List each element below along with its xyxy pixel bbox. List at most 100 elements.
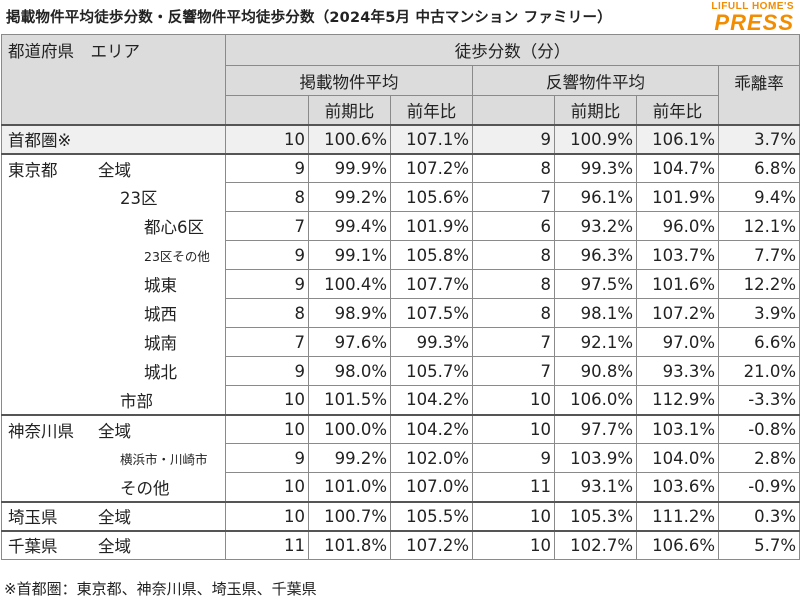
cell-divergence: 12.2% [717, 269, 800, 299]
cell-response-yoy: 103.7% [636, 240, 719, 270]
table-row: 埼玉県 全域 10 100.7% 105.5% 10 105.3% 111.2% 0.3% [1, 500, 800, 531]
cell-divergence: -3.3% [717, 385, 800, 415]
cell-response-minutes: 6 [472, 211, 555, 241]
cell-response-minutes: 11 [472, 472, 555, 502]
cell-listed-minutes: 10 [225, 413, 309, 444]
row-label: 城西 [1, 298, 226, 328]
row-label: その他 [1, 472, 226, 502]
cell-response-mom: 97.7% [554, 413, 637, 444]
cell-listed-yoy: 102.0% [390, 443, 473, 473]
cell-response-minutes: 10 [472, 385, 555, 415]
row-label: 都心6区 [1, 211, 226, 241]
table-row: 城南 7 97.6% 99.3% 7 92.1% 97.0% 6.6% [1, 327, 800, 357]
cell-response-yoy: 101.6% [636, 269, 719, 299]
cell-response-mom: 96.1% [554, 182, 637, 212]
row-prefecture: 東京都 [8, 160, 58, 180]
cell-listed-mom: 100.4% [308, 269, 391, 299]
header-response: 反響物件平均 [472, 65, 719, 96]
header-listed: 掲載物件平均 [225, 65, 473, 96]
cell-response-minutes: 9 [472, 443, 555, 473]
row-area: 全域 [98, 537, 131, 557]
cell-listed-mom: 98.9% [308, 298, 391, 328]
cell-response-minutes: 7 [472, 182, 555, 212]
row-area: 横浜市・川崎市 [120, 451, 208, 467]
cell-response-yoy: 104.0% [636, 443, 719, 473]
header-response-yoy: 前年比 [636, 95, 719, 125]
table-row: 都心6区 7 99.4% 101.9% 6 93.2% 96.0% 12.1% [1, 211, 800, 241]
table-row: 城北 9 98.0% 105.7% 7 90.8% 93.3% 21.0% [1, 356, 800, 386]
cell-divergence: 0.3% [717, 500, 800, 531]
row-label: 23区 [1, 182, 226, 212]
cell-response-yoy: 103.1% [636, 413, 719, 444]
cell-response-mom: 90.8% [554, 356, 637, 386]
cell-listed-mom: 100.0% [308, 413, 391, 444]
cell-listed-mom: 101.0% [308, 472, 391, 502]
row-label: 城北 [1, 356, 226, 386]
cell-response-yoy: 103.6% [636, 472, 719, 502]
row-prefecture: 神奈川県 [8, 421, 74, 441]
row-area: 城南 [144, 334, 177, 353]
row-area: 城西 [144, 305, 177, 324]
row-label: 千葉県 全域 [1, 529, 226, 560]
row-label: 23区その他 [1, 240, 226, 270]
cell-listed-mom: 99.2% [308, 182, 391, 212]
cell-listed-minutes: 10 [225, 500, 309, 531]
cell-listed-mom: 100.7% [308, 500, 391, 531]
cell-listed-yoy: 105.7% [390, 356, 473, 386]
row-label: 城東 [1, 269, 226, 299]
logo-main-text: PRESS [714, 10, 794, 35]
cell-divergence: -0.8% [717, 413, 800, 444]
header-divergence: 乖離率 [717, 65, 800, 125]
cell-listed-mom: 99.1% [308, 240, 391, 270]
cell-listed-mom: 101.8% [308, 529, 391, 560]
cell-response-yoy: 93.3% [636, 356, 719, 386]
row-area: 全域 [98, 160, 131, 180]
cell-response-mom: 97.5% [554, 269, 637, 299]
row-label: 首都圏※ [1, 123, 226, 154]
row-area: 23区 [120, 189, 158, 208]
cell-response-minutes: 8 [472, 269, 555, 299]
cell-listed-yoy: 104.2% [390, 385, 473, 415]
cell-listed-mom: 99.2% [308, 443, 391, 473]
cell-response-yoy: 107.2% [636, 298, 719, 328]
table-row: 市部 10 101.5% 104.2% 10 106.0% 112.9% -3.3% [1, 385, 800, 415]
cell-divergence: 3.7% [717, 123, 800, 154]
press-logo: LIFULL HOME'S PRESS [684, 2, 794, 34]
cell-divergence: 9.4% [717, 182, 800, 212]
cell-response-yoy: 106.6% [636, 529, 719, 560]
cell-listed-minutes: 9 [225, 152, 309, 183]
header-response-mom: 前期比 [554, 95, 637, 125]
cell-listed-yoy: 107.2% [390, 152, 473, 183]
cell-listed-minutes: 8 [225, 298, 309, 328]
row-area: その他 [120, 478, 170, 498]
table-row: 神奈川県 全域 10 100.0% 104.2% 10 97.7% 103.1% -0.8% [1, 413, 800, 444]
table-row: 23区 8 99.2% 105.6% 7 96.1% 101.9% 9.4% [1, 182, 800, 212]
cell-listed-minutes: 9 [225, 443, 309, 473]
cell-response-yoy: 96.0% [636, 211, 719, 241]
cell-response-mom: 106.0% [554, 385, 637, 415]
cell-listed-yoy: 107.1% [390, 123, 473, 154]
cell-response-yoy: 101.9% [636, 182, 719, 212]
table-row: その他 10 101.0% 107.0% 11 93.1% 103.6% -0.9% [1, 472, 800, 502]
cell-response-yoy: 106.1% [636, 123, 719, 154]
cell-listed-yoy: 107.7% [390, 269, 473, 299]
cell-divergence: 6.6% [717, 327, 800, 357]
row-label: 横浜市・川崎市 [1, 443, 226, 473]
walk-minutes-table: 都道府県 エリア 徒歩分数（分） 掲載物件平均 反響物件平均 乖離率 前期比 前… [1, 34, 800, 560]
cell-divergence: 5.7% [717, 529, 800, 560]
cell-listed-mom: 99.4% [308, 211, 391, 241]
table-row: 城東 9 100.4% 107.7% 8 97.5% 101.6% 12.2% [1, 269, 800, 299]
cell-response-minutes: 10 [472, 529, 555, 560]
cell-response-minutes: 7 [472, 356, 555, 386]
cell-response-minutes: 8 [472, 240, 555, 270]
cell-response-mom: 105.3% [554, 500, 637, 531]
table-row: 千葉県 全域 11 101.8% 107.2% 10 102.7% 106.6% 5.7% [1, 529, 800, 560]
row-prefecture: 埼玉県 [8, 508, 58, 527]
cell-response-minutes: 10 [472, 500, 555, 531]
cell-listed-mom: 99.9% [308, 152, 391, 183]
table-row: 東京都 全域 9 99.9% 107.2% 8 99.3% 104.7% 6.8% [1, 152, 800, 183]
cell-listed-yoy: 107.0% [390, 472, 473, 502]
row-label: 埼玉県 全域 [1, 500, 226, 531]
cell-response-mom: 98.1% [554, 298, 637, 328]
header-region: 都道府県 エリア [1, 34, 226, 125]
